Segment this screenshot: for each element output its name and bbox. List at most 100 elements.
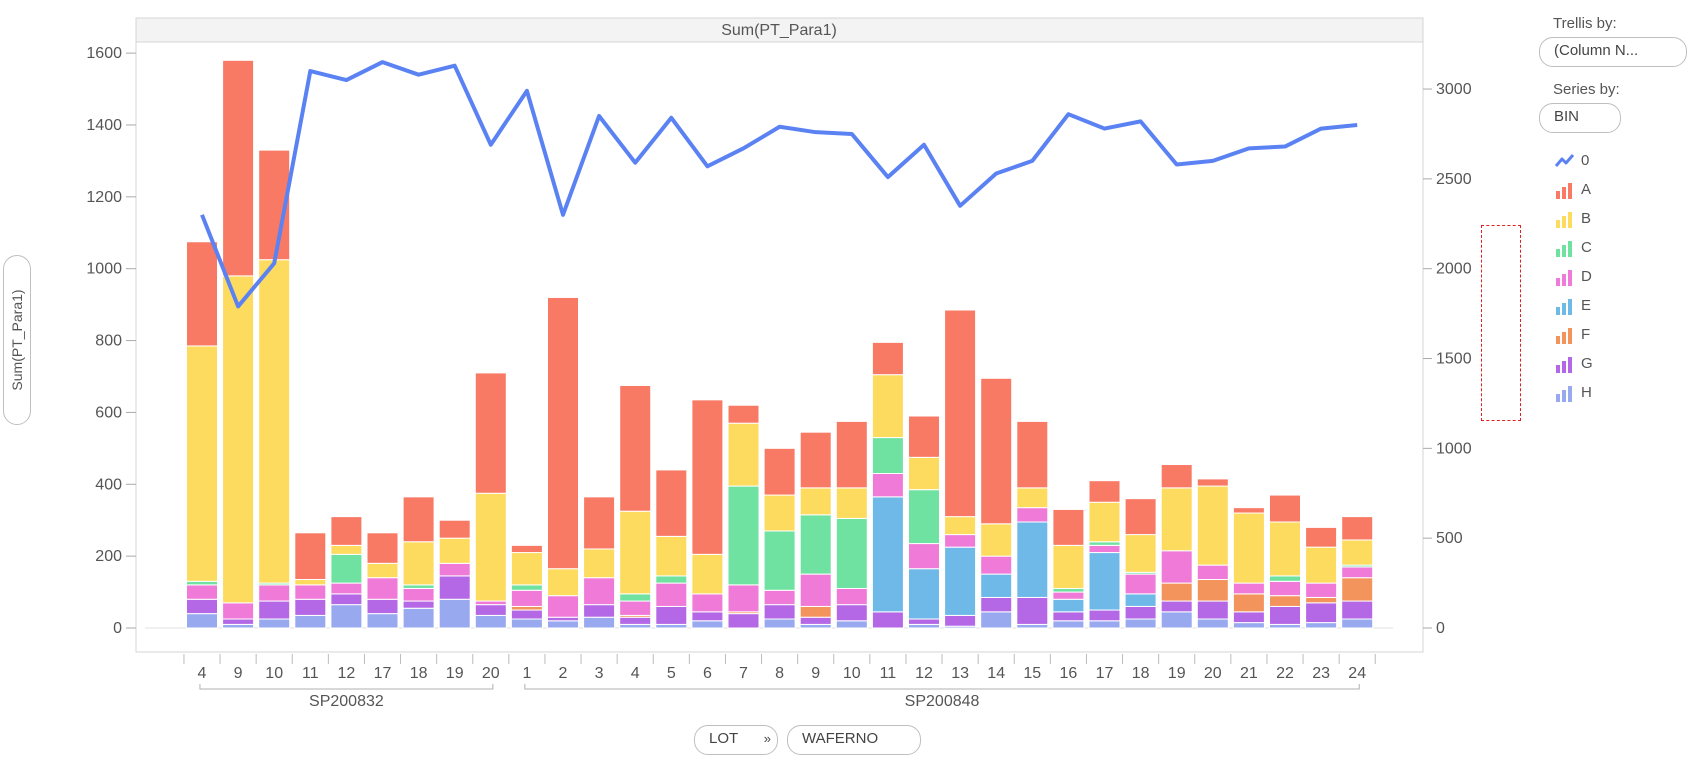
bar-segment-h[interactable]	[835, 620, 868, 629]
bar-segment-b[interactable]	[294, 578, 327, 586]
bar-segment-b[interactable]	[799, 487, 832, 516]
bar-segment-e[interactable]	[1124, 593, 1157, 607]
bar-segment-h[interactable]	[438, 598, 471, 629]
bar-segment-d[interactable]	[1052, 591, 1085, 600]
bar-segment-h[interactable]	[1088, 620, 1121, 629]
trellis-selector[interactable]: (Column N...	[1539, 37, 1687, 67]
bar-segment-a[interactable]	[908, 415, 940, 458]
bar-segment-h[interactable]	[1305, 622, 1338, 629]
bar-segment-a[interactable]	[222, 59, 255, 277]
bar-segment-b[interactable]	[1016, 487, 1049, 509]
bar-segment-b[interactable]	[1341, 539, 1374, 566]
bar-segment-c[interactable]	[186, 580, 218, 586]
bar-segment-h[interactable]	[186, 613, 218, 629]
bar-segment-b[interactable]	[1305, 546, 1338, 584]
bar-segment-f[interactable]	[1341, 577, 1374, 602]
bar-segment-d[interactable]	[1341, 566, 1374, 579]
x-axis-lot-selector[interactable]: LOT »	[694, 725, 778, 755]
bar-segment-d[interactable]	[402, 587, 435, 602]
bar-segment-g[interactable]	[547, 616, 579, 622]
bar-segment-d[interactable]	[1305, 582, 1338, 598]
bar-segment-g[interactable]	[980, 596, 1013, 613]
legend-item-h[interactable]: H	[1555, 378, 1593, 407]
bar-segment-a[interactable]	[402, 496, 435, 543]
bar-segment-b[interactable]	[944, 516, 977, 536]
bar-segment-b[interactable]	[727, 422, 760, 487]
bar-segment-d[interactable]	[1124, 573, 1157, 595]
bar-segment-a[interactable]	[799, 431, 832, 489]
bar-segment-g[interactable]	[1016, 596, 1049, 625]
bar-segment-b[interactable]	[1196, 485, 1229, 566]
bar-segment-h[interactable]	[366, 613, 399, 629]
bar-segment-c[interactable]	[1088, 541, 1121, 546]
bar-segment-g[interactable]	[1196, 600, 1229, 620]
bar-segment-h[interactable]	[402, 607, 435, 629]
bar-segment-f[interactable]	[1196, 578, 1229, 602]
bar-segment-g[interactable]	[366, 598, 399, 615]
bar-segment-g[interactable]	[510, 609, 543, 620]
bar-segment-g[interactable]	[1305, 602, 1338, 624]
legend-item-e[interactable]: E	[1555, 291, 1593, 320]
bar-segment-e[interactable]	[1088, 552, 1121, 611]
bar-segment-d[interactable]	[510, 589, 543, 607]
bar-segment-b[interactable]	[1052, 544, 1085, 589]
bar-segment-g[interactable]	[1341, 600, 1374, 620]
bar-segment-b[interactable]	[1232, 512, 1265, 584]
bar-segment-h[interactable]	[1124, 618, 1157, 629]
legend-item-0[interactable]: 0	[1555, 146, 1593, 175]
line-series-0[interactable]	[200, 60, 1358, 309]
bar-segment-g[interactable]	[655, 605, 688, 625]
bar-segment-c[interactable]	[510, 584, 543, 591]
bar-segment-b[interactable]	[871, 374, 904, 439]
bar-segment-b[interactable]	[402, 541, 435, 586]
bar-segment-g[interactable]	[908, 618, 940, 625]
bar-segment-d[interactable]	[294, 584, 327, 600]
bar-segment-h[interactable]	[619, 623, 652, 629]
bar-segment-a[interactable]	[1088, 480, 1121, 503]
bar-segment-g[interactable]	[835, 604, 868, 622]
bar-segment-c[interactable]	[1269, 575, 1301, 582]
bar-segment-c[interactable]	[871, 437, 904, 475]
bar-segment-a[interactable]	[1124, 498, 1157, 536]
bar-segment-e[interactable]	[1016, 521, 1049, 598]
bar-segment-a[interactable]	[763, 447, 796, 496]
bar-segment-g[interactable]	[1124, 605, 1157, 620]
bar-segment-a[interactable]	[871, 341, 904, 376]
legend-item-a[interactable]: A	[1555, 175, 1593, 204]
bar-segment-g[interactable]	[438, 575, 471, 600]
bar-segment-a[interactable]	[1016, 420, 1049, 489]
bar-segment-d[interactable]	[366, 577, 399, 600]
bar-segment-a[interactable]	[980, 377, 1013, 525]
bar-segment-h[interactable]	[1269, 623, 1301, 629]
bar-segment-h[interactable]	[1341, 618, 1374, 629]
bar-segment-c[interactable]	[763, 530, 796, 591]
bar-segment-h[interactable]	[980, 611, 1013, 629]
bar-segment-a[interactable]	[1305, 526, 1338, 548]
bar-segment-g[interactable]	[691, 611, 724, 622]
bar-segment-d[interactable]	[727, 584, 760, 613]
bar-segment-f[interactable]	[1160, 582, 1193, 602]
bar-segment-d[interactable]	[438, 562, 471, 577]
legend-item-b[interactable]: B	[1555, 204, 1593, 233]
bar-segment-a[interactable]	[294, 532, 327, 580]
bar-segment-g[interactable]	[763, 604, 796, 620]
series-selector[interactable]: BIN	[1539, 103, 1621, 133]
bar-segment-e[interactable]	[1052, 598, 1085, 613]
bar-segment-h[interactable]	[763, 618, 796, 629]
bar-segment-d[interactable]	[799, 573, 832, 607]
bar-segment-h[interactable]	[1016, 623, 1049, 629]
bar-segment-a[interactable]	[366, 532, 399, 564]
legend-item-d[interactable]: D	[1555, 262, 1593, 291]
bar-segment-d[interactable]	[1196, 564, 1229, 580]
bar-segment-g[interactable]	[871, 611, 904, 629]
bar-segment-c[interactable]	[619, 593, 652, 602]
bar-segment-a[interactable]	[835, 420, 868, 489]
bar-segment-b[interactable]	[1124, 534, 1157, 573]
bar-segment-g[interactable]	[474, 604, 507, 616]
bar-segment-b[interactable]	[1088, 501, 1121, 543]
bar-segment-f[interactable]	[510, 605, 543, 611]
bar-segment-a[interactable]	[1160, 464, 1193, 489]
bar-segment-c[interactable]	[835, 517, 868, 589]
bar-segment-b[interactable]	[222, 275, 255, 604]
bar-segment-h[interactable]	[222, 623, 255, 629]
